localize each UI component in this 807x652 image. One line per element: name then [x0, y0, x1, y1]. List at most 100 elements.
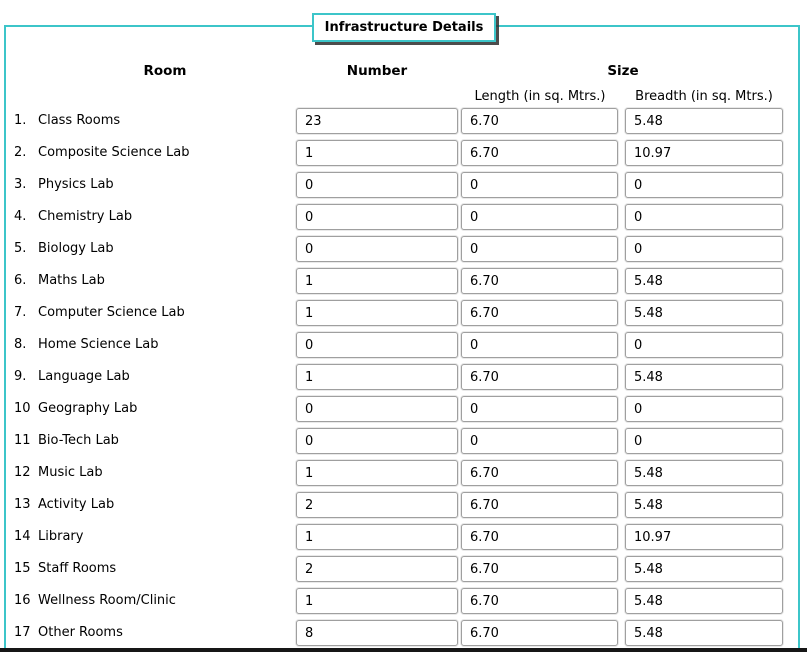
number-input[interactable] — [296, 428, 458, 454]
room-number-label: 12 — [14, 465, 31, 480]
length-input[interactable] — [461, 396, 618, 422]
breadth-input[interactable] — [625, 460, 783, 486]
column-subheader-length: Length (in sq. Mtrs.) — [474, 89, 606, 104]
length-input[interactable] — [461, 524, 618, 550]
room-name-label: Other Rooms — [38, 625, 123, 640]
number-input[interactable] — [296, 588, 458, 614]
table-row: 6. Maths Lab — [0, 268, 807, 300]
room-number-label: 17 — [14, 625, 31, 640]
length-input[interactable] — [461, 236, 618, 262]
room-label: 7. Computer Science Lab — [14, 305, 185, 320]
length-input[interactable] — [461, 492, 618, 518]
room-name-label: Music Lab — [38, 465, 103, 480]
room-number-label: 3. — [14, 177, 27, 192]
length-input[interactable] — [461, 172, 618, 198]
length-input[interactable] — [461, 204, 618, 230]
length-input[interactable] — [461, 460, 618, 486]
room-name-label: Library — [38, 529, 84, 544]
length-input[interactable] — [461, 332, 618, 358]
room-name-label: Computer Science Lab — [38, 305, 185, 320]
number-input[interactable] — [296, 108, 458, 134]
room-number-label: 13 — [14, 497, 31, 512]
number-input[interactable] — [296, 396, 458, 422]
room-number-label: 11 — [14, 433, 31, 448]
number-input[interactable] — [296, 524, 458, 550]
room-name-label: Class Rooms — [38, 113, 121, 128]
length-input[interactable] — [461, 620, 618, 646]
breadth-input[interactable] — [625, 204, 783, 230]
breadth-input[interactable] — [625, 364, 783, 390]
room-name-label: Composite Science Lab — [38, 145, 190, 160]
table-row: 1. Class Rooms — [0, 108, 807, 140]
room-number-label: 7. — [14, 305, 27, 320]
number-input[interactable] — [296, 236, 458, 262]
room-label: 1. Class Rooms — [14, 113, 120, 128]
room-number-label: 9. — [14, 369, 27, 384]
number-input[interactable] — [296, 620, 458, 646]
room-name-label: Home Science Lab — [38, 337, 159, 352]
breadth-input[interactable] — [625, 396, 783, 422]
length-input[interactable] — [461, 428, 618, 454]
breadth-input[interactable] — [625, 268, 783, 294]
section-title: Infrastructure Details — [324, 20, 484, 35]
length-input[interactable] — [461, 268, 618, 294]
room-number-label: 4. — [14, 209, 27, 224]
length-input[interactable] — [461, 140, 618, 166]
room-label: 11 Bio-Tech Lab — [14, 433, 119, 448]
room-label: 15 Staff Rooms — [14, 561, 116, 576]
breadth-input[interactable] — [625, 332, 783, 358]
room-number-label: 2. — [14, 145, 27, 160]
room-label: 6. Maths Lab — [14, 273, 105, 288]
length-input[interactable] — [461, 108, 618, 134]
number-input[interactable] — [296, 492, 458, 518]
number-input[interactable] — [296, 300, 458, 326]
room-number-label: 16 — [14, 593, 31, 608]
breadth-input[interactable] — [625, 556, 783, 582]
number-input[interactable] — [296, 268, 458, 294]
number-input[interactable] — [296, 556, 458, 582]
breadth-input[interactable] — [625, 172, 783, 198]
table-row: 11 Bio-Tech Lab — [0, 428, 807, 460]
number-input[interactable] — [296, 204, 458, 230]
table-row: 7. Computer Science Lab — [0, 300, 807, 332]
number-input[interactable] — [296, 172, 458, 198]
breadth-input[interactable] — [625, 236, 783, 262]
number-input[interactable] — [296, 460, 458, 486]
breadth-input[interactable] — [625, 492, 783, 518]
breadth-input[interactable] — [625, 428, 783, 454]
room-label: 17 Other Rooms — [14, 625, 123, 640]
length-input[interactable] — [461, 300, 618, 326]
room-number-label: 8. — [14, 337, 27, 352]
breadth-input[interactable] — [625, 108, 783, 134]
room-name-label: Physics Lab — [38, 177, 114, 192]
table-row: 2. Composite Science Lab — [0, 140, 807, 172]
breadth-input[interactable] — [625, 588, 783, 614]
room-label: 14 Library — [14, 529, 83, 544]
breadth-input[interactable] — [625, 620, 783, 646]
table-row: 12 Music Lab — [0, 460, 807, 492]
column-subheader-breadth: Breadth (in sq. Mtrs.) — [635, 89, 773, 104]
breadth-input[interactable] — [625, 140, 783, 166]
room-number-label: 1. — [14, 113, 27, 128]
room-label: 13 Activity Lab — [14, 497, 114, 512]
number-input[interactable] — [296, 364, 458, 390]
table-row: 17 Other Rooms — [0, 620, 807, 652]
table-row: 15 Staff Rooms — [0, 556, 807, 588]
table-row: 9. Language Lab — [0, 364, 807, 396]
table-row: 5. Biology Lab — [0, 236, 807, 268]
breadth-input[interactable] — [625, 300, 783, 326]
number-input[interactable] — [296, 332, 458, 358]
room-label: 5. Biology Lab — [14, 241, 114, 256]
table-row: 4. Chemistry Lab — [0, 204, 807, 236]
length-input[interactable] — [461, 364, 618, 390]
room-name-label: Biology Lab — [38, 241, 114, 256]
room-label: 3. Physics Lab — [14, 177, 114, 192]
table-row: 16 Wellness Room/Clinic — [0, 588, 807, 620]
number-input[interactable] — [296, 140, 458, 166]
length-input[interactable] — [461, 556, 618, 582]
room-name-label: Chemistry Lab — [38, 209, 133, 224]
table-row: 14 Library — [0, 524, 807, 556]
breadth-input[interactable] — [625, 524, 783, 550]
length-input[interactable] — [461, 588, 618, 614]
